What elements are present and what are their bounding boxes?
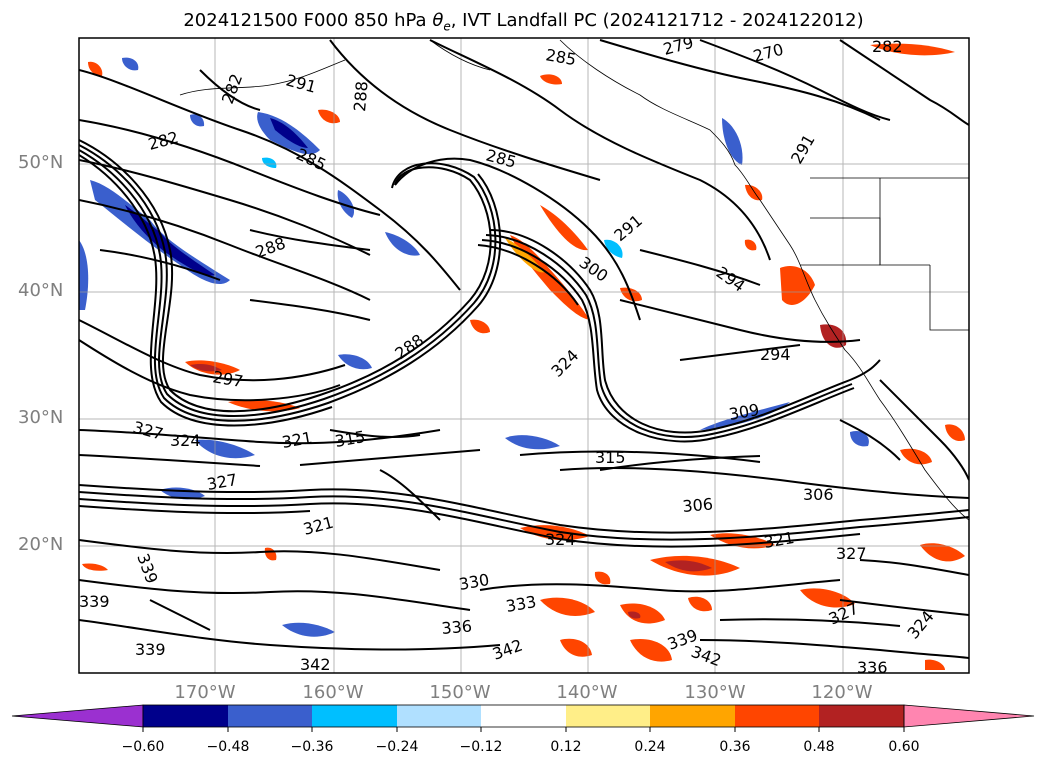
colorbar-segment bbox=[143, 705, 228, 727]
colorbar-tick-label: 0.24 bbox=[634, 739, 666, 755]
colorbar-tick-label: −0.48 bbox=[206, 739, 250, 755]
lon-label-130w: 130°W bbox=[684, 682, 746, 703]
contour-label: 327 bbox=[836, 544, 867, 563]
contour-label: 324 bbox=[170, 431, 201, 450]
contour-label: 294 bbox=[760, 345, 791, 364]
colorbar-tick-label: 0.36 bbox=[719, 739, 751, 755]
colorbar bbox=[11, 704, 1035, 732]
lat-label-30n: 30°N bbox=[18, 407, 64, 428]
contour-label: 306 bbox=[803, 485, 834, 504]
contour-label: 336 bbox=[857, 658, 888, 677]
theta-e-contours bbox=[79, 39, 969, 659]
colorbar-segment bbox=[566, 705, 650, 727]
title-theta-subscript: e bbox=[443, 19, 451, 34]
contour-label: 342 bbox=[300, 655, 331, 674]
lon-label-140w: 140°W bbox=[556, 682, 618, 703]
colorbar-segment bbox=[397, 705, 481, 727]
colorbar-tick-label: −0.12 bbox=[459, 739, 503, 755]
colorbar-tick-label: 0.12 bbox=[550, 739, 582, 755]
contour-label: 336 bbox=[441, 616, 473, 638]
colorbar-tick-label: −0.60 bbox=[121, 739, 165, 755]
plot-area: 285 279 270 282 291 288 282 282 285 285 … bbox=[79, 37, 969, 677]
colorbar-segment bbox=[228, 705, 312, 727]
colorbar-segment bbox=[481, 705, 566, 727]
map-title: 2024121500 F000 850 hPa θe, IVT Landfall… bbox=[0, 10, 1047, 34]
colorbar-tick-label: 0.60 bbox=[888, 739, 920, 755]
title-theta: θ bbox=[432, 10, 444, 31]
colorbar-tick-label: −0.24 bbox=[375, 739, 419, 755]
contour-label: 324 bbox=[545, 530, 576, 549]
colorbar-segment bbox=[312, 705, 397, 727]
coastlines bbox=[179, 39, 969, 521]
colorbar-extend-low bbox=[11, 704, 144, 728]
lon-label-120w: 120°W bbox=[811, 682, 873, 703]
lat-label-40n: 40°N bbox=[18, 280, 64, 301]
colorbar-segment bbox=[819, 705, 904, 727]
contour-label: 315 bbox=[595, 448, 626, 467]
lat-label-20n: 20°N bbox=[18, 534, 64, 555]
contour-label: 339 bbox=[135, 640, 166, 659]
contour-label: 288 bbox=[350, 80, 372, 112]
plot-frame bbox=[78, 37, 970, 674]
contour-label: 282 bbox=[872, 37, 903, 56]
lon-label-160w: 160°W bbox=[302, 682, 364, 703]
title-suffix: , IVT Landfall PC (2024121712 - 20241220… bbox=[450, 10, 864, 31]
contour-label: 339 bbox=[79, 592, 110, 611]
colorbar-tick-label: −0.36 bbox=[290, 739, 334, 755]
colorbar-segment bbox=[735, 705, 819, 727]
colorbar-tick-label: 0.48 bbox=[803, 739, 835, 755]
lon-label-170w: 170°W bbox=[174, 682, 236, 703]
title-prefix: 2024121500 F000 850 hPa bbox=[183, 10, 433, 31]
contour-label: 306 bbox=[682, 494, 714, 516]
lon-label-150w: 150°W bbox=[429, 682, 491, 703]
colorbar-segment bbox=[650, 705, 735, 727]
lat-label-50n: 50°N bbox=[18, 152, 64, 173]
colorbar-extend-high bbox=[903, 704, 1035, 728]
